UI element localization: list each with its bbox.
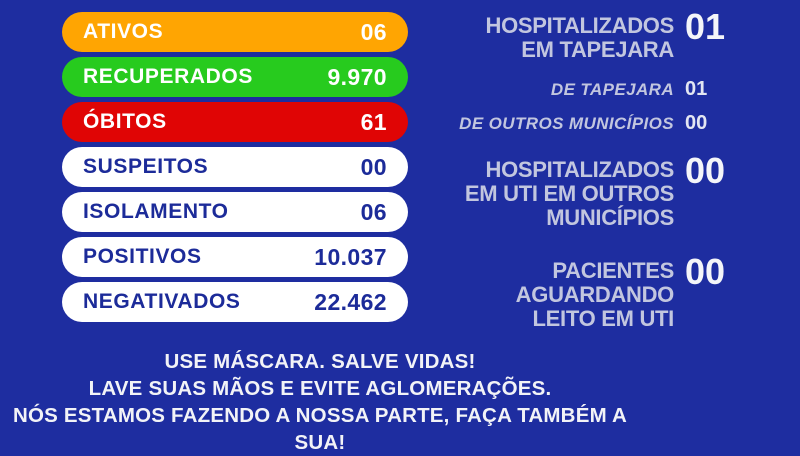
hospital-group-aguardando-leito: PACIENTES AGUARDANDO LEITO EM UTI 00	[440, 251, 740, 331]
stat-pill-ativos: ATIVOS 06	[62, 12, 408, 52]
hospital-group-uti-outros: HOSPITALIZADOS EM UTI EM OUTROS MUNICÍPI…	[440, 150, 740, 230]
hospital-panel: HOSPITALIZADOS EM TAPEJARA 01 DE TAPEJAR…	[440, 6, 740, 331]
stat-label: NEGATIVADOS	[83, 290, 241, 313]
hospital-subrow-outros-municipios: DE OUTROS MUNICÍPIOS 00	[440, 112, 740, 135]
subrow-value: 00	[685, 112, 708, 134]
stat-value: 61	[360, 108, 387, 135]
hospital-group-value: 01	[685, 6, 726, 47]
hospital-group-heading: HOSPITALIZADOS EM TAPEJARA	[440, 14, 674, 62]
stat-pill-recuperados: RECUPERADOS 9.970	[62, 57, 408, 97]
stat-value: 22.462	[314, 288, 387, 315]
hospital-subrow-de-tapejara: DE TAPEJARA 01	[440, 78, 740, 101]
stat-value: 06	[360, 198, 387, 225]
stat-label: RECUPERADOS	[83, 65, 253, 88]
hospital-group-value: 00	[685, 251, 726, 292]
stat-value: 06	[360, 18, 387, 45]
stat-label: ATIVOS	[83, 20, 164, 43]
hospital-group-heading: HOSPITALIZADOS EM UTI EM OUTROS MUNICÍPI…	[440, 158, 674, 230]
stat-label: POSITIVOS	[83, 245, 202, 268]
stat-value: 9.970	[327, 63, 387, 90]
heading-line: HOSPITALIZADOS	[485, 157, 674, 182]
footer-line-3: NÓS ESTAMOS FAZENDO A NOSSA PARTE, FAÇA …	[13, 404, 627, 454]
stat-pill-suspeitos: SUSPEITOS 00	[62, 147, 408, 187]
footer-line-1: USE MÁSCARA. SALVE VIDAS!	[164, 350, 476, 373]
subrow-label: DE TAPEJARA	[550, 80, 674, 99]
stat-label: ÓBITOS	[83, 110, 167, 133]
stat-pill-obitos: ÓBITOS 61	[62, 102, 408, 142]
stat-value: 10.037	[314, 243, 387, 270]
subrow-value: 01	[685, 78, 708, 100]
subrow-label: DE OUTROS MUNICÍPIOS	[459, 114, 674, 133]
heading-line: EM UTI EM OUTROS	[464, 181, 674, 206]
hospital-group-value: 00	[685, 150, 726, 191]
stat-pill-positivos: POSITIVOS 10.037	[62, 237, 408, 277]
hospital-group-heading: PACIENTES AGUARDANDO LEITO EM UTI	[440, 258, 675, 331]
heading-line: LEITO EM UTI	[532, 306, 675, 331]
heading-line: EM TAPEJARA	[521, 37, 674, 62]
stats-panel: ATIVOS 06 RECUPERADOS 9.970 ÓBITOS 61 SU…	[62, 12, 408, 322]
stat-label: ISOLAMENTO	[83, 200, 229, 223]
stat-pill-negativados: NEGATIVADOS 22.462	[62, 282, 408, 322]
heading-line: MUNICÍPIOS	[546, 205, 674, 230]
heading-line: AGUARDANDO	[515, 282, 675, 307]
heading-line: PACIENTES	[552, 258, 674, 283]
footer-message: USE MÁSCARA. SALVE VIDAS! LAVE SUAS MÃOS…	[0, 348, 640, 456]
hospital-group-tapejara: HOSPITALIZADOS EM TAPEJARA 01	[440, 6, 740, 62]
heading-line: HOSPITALIZADOS	[485, 13, 674, 38]
stat-pill-isolamento: ISOLAMENTO 06	[62, 192, 408, 232]
footer-line-2: LAVE SUAS MÃOS E EVITE AGLOMERAÇÕES.	[88, 377, 552, 400]
stat-label: SUSPEITOS	[83, 155, 209, 178]
stat-value: 00	[360, 153, 387, 180]
